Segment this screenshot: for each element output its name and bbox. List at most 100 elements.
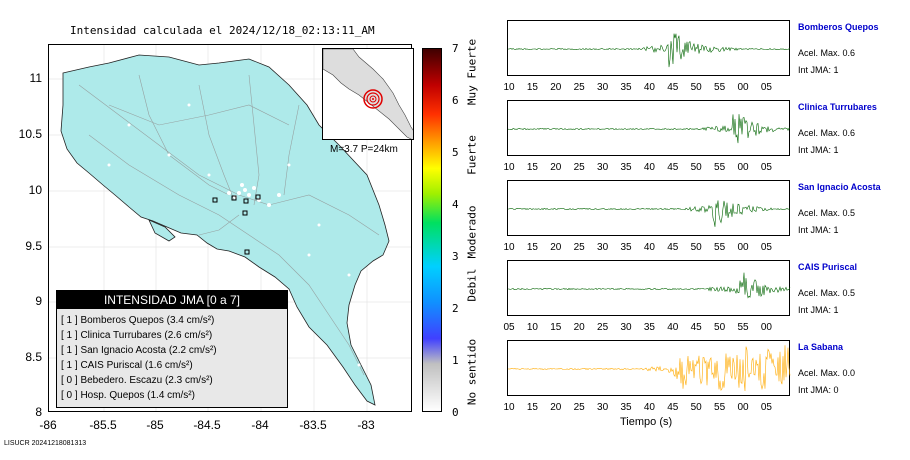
time-tick: 40: [667, 322, 679, 333]
longitude-tick: -83: [357, 418, 375, 432]
time-tick: 50: [690, 402, 702, 413]
time-tick: 15: [526, 82, 538, 93]
time-tick: 55: [714, 242, 726, 253]
legend-title: INTENSIDAD JMA [0 a 7]: [57, 291, 287, 309]
waveform-line: [508, 33, 790, 68]
time-tick: 20: [550, 82, 562, 93]
station-jma-intensity: Int JMA: 1: [798, 225, 839, 235]
time-tick: 25: [573, 402, 585, 413]
time-tick: 35: [620, 162, 632, 173]
station-jma-intensity: Int JMA: 1: [798, 305, 839, 315]
time-tick: 00: [737, 242, 749, 253]
colorbar-tick: 7: [452, 42, 459, 55]
station-name: San Ignacio Acosta: [798, 182, 881, 192]
station-jma-intensity: Int JMA: 0: [798, 385, 839, 395]
time-tick: 50: [690, 242, 702, 253]
time-tick: 15: [550, 322, 562, 333]
trace-time-axis: 05 10 15 20 25 30 35 40 45 50 55 00: [503, 322, 790, 334]
longitude-tick: -85: [146, 418, 164, 432]
trace-time-axis: 10 15 20 25 30 35 40 45 50 55 00 05: [503, 402, 790, 414]
waveform-svg: [508, 200, 791, 227]
colorbar-tick: 3: [452, 250, 459, 263]
time-tick: 10: [503, 242, 515, 253]
legend-row: [ 0 ] Bebedero. Escazu (2.3 cm/s²): [61, 375, 213, 386]
station-jma-intensity: Int JMA: 1: [798, 145, 839, 155]
latitude-tick: 9: [35, 294, 42, 308]
time-tick: 50: [690, 162, 702, 173]
seismogram-trace: [507, 180, 791, 236]
time-tick: 15: [526, 242, 538, 253]
time-axis-label: Tiempo (s): [620, 416, 673, 428]
longitude-tick: -84: [251, 418, 269, 432]
station-marker: [243, 198, 249, 204]
time-tick: 00: [737, 82, 749, 93]
time-tick: 35: [620, 82, 632, 93]
station-name: CAIS Puriscal: [798, 262, 858, 272]
seismogram-trace: [507, 20, 790, 76]
time-tick: 40: [643, 82, 655, 93]
time-tick: 55: [714, 162, 726, 173]
time-tick: 15: [526, 162, 538, 173]
legend-row: [ 1 ] San Ignacio Acosta (2.2 cm/s²): [61, 345, 217, 356]
time-tick: 50: [690, 82, 702, 93]
colorbar-label: Muy Fuerte: [465, 38, 479, 106]
station-name: Clinica Turrubares: [798, 102, 877, 112]
station-max-acceleration: Acel. Max. 0.6: [798, 48, 856, 58]
colorbar-tick: 0: [452, 406, 459, 419]
station-marker: [231, 195, 237, 201]
time-tick: 00: [737, 402, 749, 413]
inset-svg: [323, 49, 413, 139]
longitude-tick: -83.5: [299, 418, 327, 432]
time-tick: 40: [643, 402, 655, 413]
time-tick: 45: [690, 322, 702, 333]
colorbar-label: No sentido: [465, 338, 479, 406]
legend-row: [ 1 ] Clinica Turrubares (2.6 cm/s²): [61, 330, 213, 341]
time-tick: 45: [667, 82, 679, 93]
colorbar-tick: 4: [452, 198, 459, 211]
seismogram-trace: [507, 340, 791, 396]
station-marker: [255, 194, 261, 200]
station-marker: [212, 197, 218, 203]
station-max-acceleration: Acel. Max. 0.5: [798, 288, 856, 298]
waveform-svg: [508, 272, 791, 299]
time-tick: 20: [550, 162, 562, 173]
intensity-colorbar: [422, 48, 442, 412]
waveform-svg: [508, 114, 791, 144]
time-tick: 25: [597, 322, 609, 333]
legend-row: [ 1 ] Bomberos Quepos (3.4 cm/s²): [61, 315, 215, 326]
seismogram-trace: [507, 100, 791, 156]
colorbar-tick: 2: [452, 302, 459, 315]
time-tick: 30: [597, 402, 609, 413]
time-tick: 45: [667, 242, 679, 253]
longitude-tick: -86: [39, 418, 57, 432]
time-tick: 10: [503, 162, 515, 173]
colorbar-tick: 6: [452, 94, 459, 107]
time-tick: 55: [714, 82, 726, 93]
waveform-line: [508, 345, 791, 392]
time-tick: 20: [573, 322, 585, 333]
legend-row: [ 0 ] Hosp. Quepos (1.4 cm/s²): [61, 390, 195, 401]
station-max-acceleration: Acel. Max. 0.0: [798, 368, 856, 378]
time-tick: 55: [737, 322, 749, 333]
latitude-tick: 9.5: [25, 239, 42, 253]
latitude-tick: 10: [28, 183, 42, 197]
waveform-svg: [508, 345, 791, 392]
station-jma-intensity: Int JMA: 1: [798, 65, 839, 75]
time-tick: 10: [503, 402, 515, 413]
station-marker: [242, 210, 248, 216]
waveform-line: [508, 200, 791, 227]
latitude-tick: 11: [29, 71, 42, 85]
time-tick: 05: [503, 322, 515, 333]
station-max-acceleration: Acel. Max. 0.6: [798, 128, 856, 138]
time-tick: 05: [760, 162, 772, 173]
time-tick: 30: [620, 322, 632, 333]
time-tick: 15: [526, 402, 538, 413]
colorbar-label: Debil: [465, 268, 479, 302]
time-tick: 30: [597, 82, 609, 93]
station-name: Bomberos Quepos: [798, 22, 879, 32]
time-tick: 05: [760, 242, 772, 253]
colorbar-label: Fuerte: [465, 135, 479, 175]
time-tick: 10: [526, 322, 538, 333]
trace-time-axis: 10 15 20 25 30 35 40 45 50 55 00 05: [503, 242, 790, 254]
trace-time-axis: 10 15 20 25 30 35 40 45 50 55 00 05: [503, 162, 790, 174]
